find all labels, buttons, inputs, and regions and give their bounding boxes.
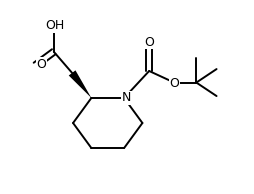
Text: O: O [169,77,179,90]
Text: O: O [36,58,46,71]
Text: N: N [122,91,131,104]
Text: OH: OH [45,19,65,32]
Polygon shape [69,70,91,98]
Text: O: O [144,36,154,49]
